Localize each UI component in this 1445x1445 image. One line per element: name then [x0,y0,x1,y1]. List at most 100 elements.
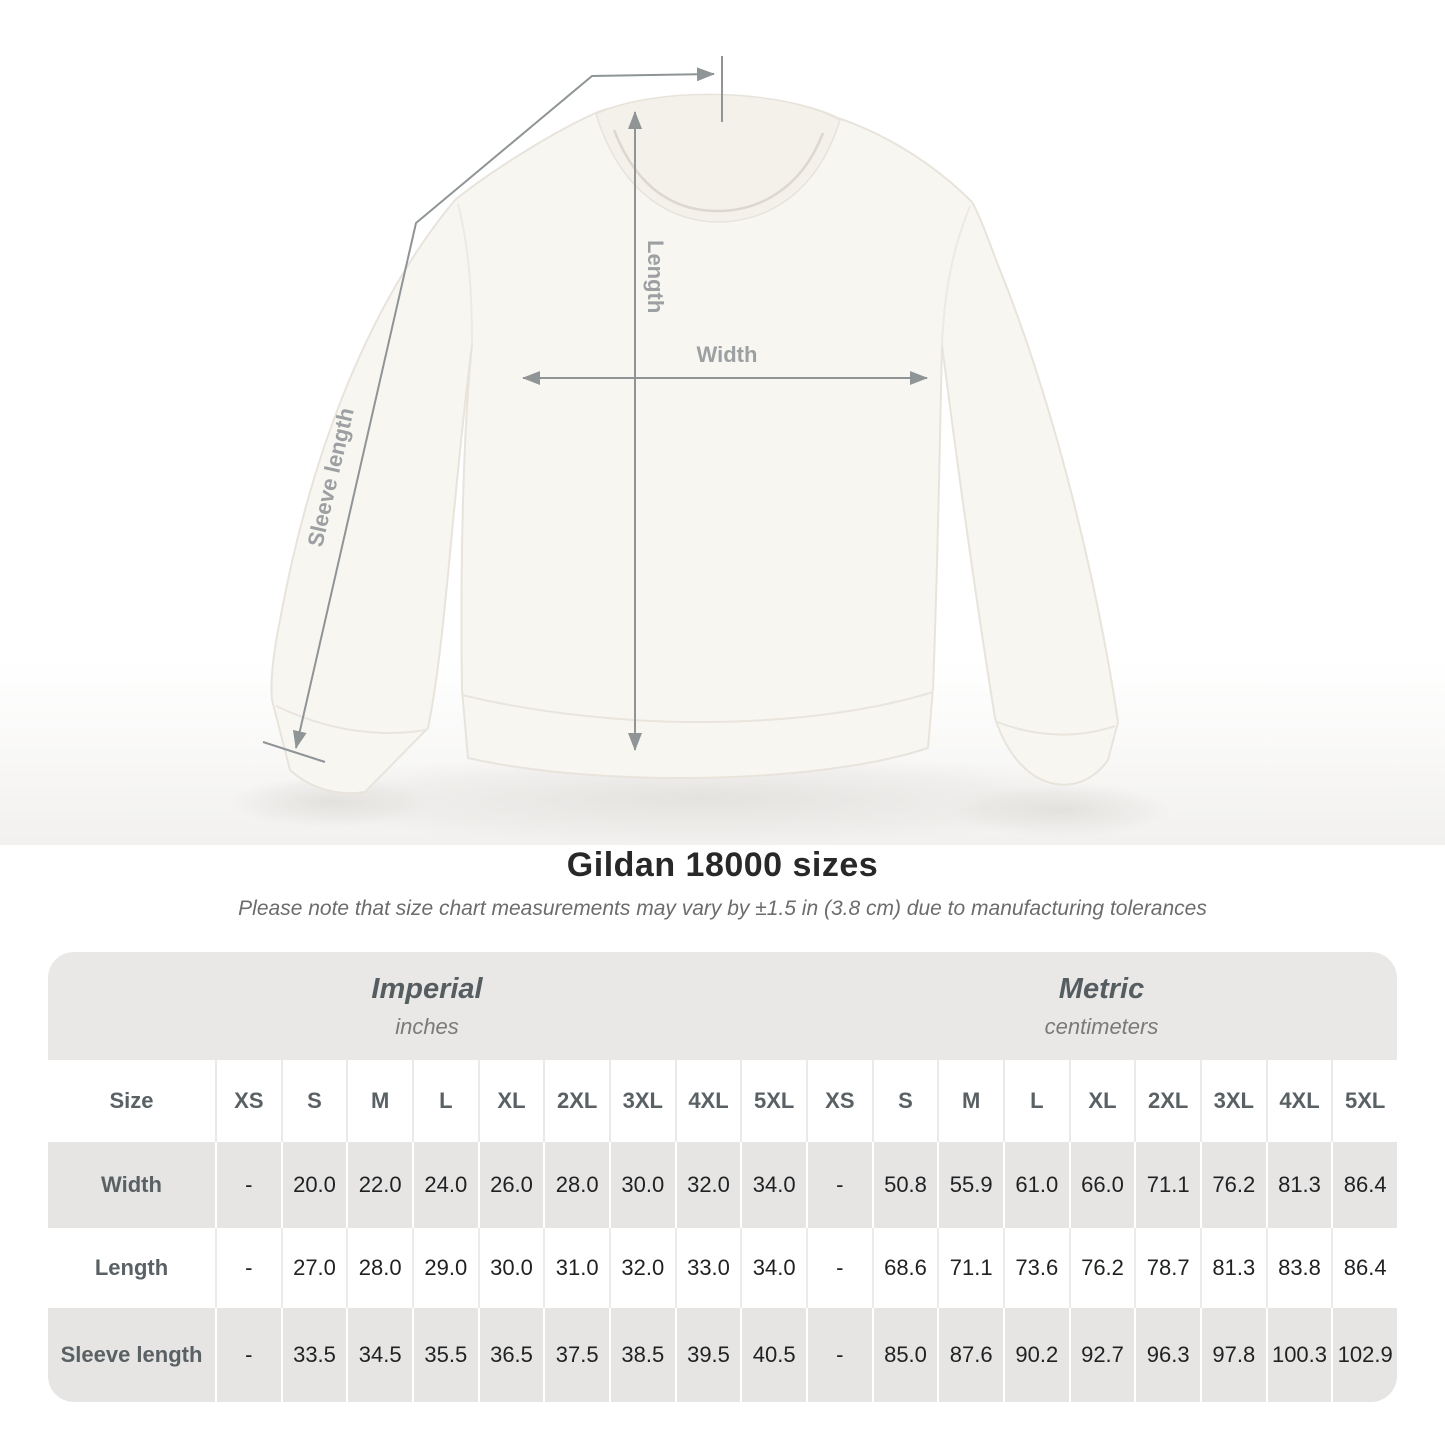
table-cell: 68.6 [871,1228,938,1308]
table-cell: - [215,1308,281,1402]
table-cell: 85.0 [871,1308,938,1402]
table-cell: 37.5 [543,1308,609,1402]
metric-label: Metric [1058,972,1145,1005]
tolerance-note: Please note that size chart measurements… [238,897,1207,920]
table-cell: 34.0 [740,1228,806,1308]
table-cell: - [215,1228,281,1308]
table-cell: 61.0 [1002,1142,1069,1228]
metric-group-header: Metric centimeters [806,952,1397,1060]
metric-unit: centimeters [1044,1013,1159,1039]
table-cell: 28.0 [543,1142,609,1228]
table-cell: 71.1 [1134,1142,1200,1228]
table-cell: 33.5 [280,1308,347,1402]
table-cell: 81.3 [1265,1142,1332,1228]
table-cell: 87.6 [937,1308,1003,1402]
table-cell: - [805,1142,872,1228]
col-header-metric-l: L [1002,1060,1069,1142]
col-header-metric-3xl: 3XL [1199,1060,1266,1142]
table-cell: 40.5 [740,1308,806,1402]
col-header-imperial-xl: XL [477,1060,544,1142]
imperial-unit: inches [395,1013,459,1039]
table-cell: 31.0 [543,1228,609,1308]
size-table-card: Imperial inches Metric centimeters Size … [48,952,1397,1402]
table-cell: 39.5 [674,1308,741,1402]
table-cell: 36.5 [477,1308,544,1402]
heading-block: Gildan 18000 sizes Please note that size… [0,846,1445,921]
table-cell: 71.1 [937,1228,1003,1308]
sleeve-length-line [292,67,715,749]
table-cell: 24.0 [411,1142,478,1228]
col-header-imperial-l: L [411,1060,478,1142]
table-cell: - [805,1228,872,1308]
table-cell: 29.0 [411,1228,478,1308]
col-header-imperial-4xl: 4XL [674,1060,741,1142]
col-header-imperial-m: M [346,1060,412,1142]
table-cell: 32.0 [674,1142,741,1228]
col-header-metric-5xl: 5XL [1331,1060,1397,1142]
unit-band: Imperial inches Metric centimeters [48,952,1397,1060]
table-cell: 92.7 [1068,1308,1135,1402]
table-cell: - [215,1142,281,1228]
cuff-tick [262,741,326,763]
imperial-label: Imperial [371,972,483,1005]
table-cell: 66.0 [1068,1142,1135,1228]
table-cell: 81.3 [1199,1228,1266,1308]
table-cell: 38.5 [608,1308,675,1402]
size-corner-label: Size [109,1088,154,1113]
table-cell: 86.4 [1331,1142,1397,1228]
table-cell: - [805,1308,872,1402]
product-diagram: Length Width Sleeve length [0,56,1445,845]
table-cell: 30.0 [608,1142,675,1228]
length-row: Length - 27.0 28.0 29.0 30.0 31.0 32.0 3… [48,1228,1397,1308]
table-cell: 86.4 [1331,1228,1397,1308]
table-cell: 27.0 [280,1228,347,1308]
table-cell: 97.8 [1199,1308,1266,1402]
col-header-metric-xl: XL [1068,1060,1135,1142]
width-row-label: Width [101,1172,162,1197]
col-header-imperial-5xl: 5XL [740,1060,806,1142]
sleeve-row-label: Sleeve length [60,1342,203,1367]
garment-shadow [260,752,1140,844]
table-cell: 30.0 [477,1228,544,1308]
table-cell: 33.0 [674,1228,741,1308]
table-cell: 35.5 [411,1308,478,1402]
width-row: Width - 20.0 22.0 24.0 26.0 28.0 30.0 32… [48,1142,1397,1228]
table-cell: 26.0 [477,1142,544,1228]
table-cell: 55.9 [937,1142,1003,1228]
table-cell: 76.2 [1068,1228,1135,1308]
table-cell: 96.3 [1134,1308,1200,1402]
width-label: Width [697,342,758,367]
table-cell: 73.6 [1002,1228,1069,1308]
table-cell: 50.8 [871,1142,938,1228]
table-cell: 76.2 [1199,1142,1266,1228]
table-cell: 90.2 [1002,1308,1069,1402]
right-cuff-seam [996,721,1116,736]
table-cell: 34.5 [346,1308,412,1402]
table-cell: 28.0 [346,1228,412,1308]
right-cuff-shadow [945,783,1175,837]
size-header-row: Size XS S M L XL 2XL 3XL 4XL 5XL XS S M … [48,1060,1397,1142]
table-cell: 20.0 [280,1142,347,1228]
col-header-metric-s: S [871,1060,938,1142]
table-cell: 78.7 [1134,1228,1200,1308]
col-header-imperial-xs: XS [215,1060,281,1142]
table-cell: 32.0 [608,1228,675,1308]
col-header-metric-2xl: 2XL [1134,1060,1200,1142]
right-armhole-seam [941,205,971,346]
page-title: Gildan 18000 sizes [566,846,879,884]
table-cell: 100.3 [1265,1308,1332,1402]
col-header-metric-m: M [937,1060,1003,1142]
imperial-group-header: Imperial inches [48,952,806,1060]
measurement-lines [262,56,928,763]
sweatshirt-image [270,93,1120,795]
sleeve-length-row: Sleeve length - 33.5 34.5 35.5 36.5 37.5… [48,1308,1397,1402]
col-header-imperial-3xl: 3XL [608,1060,675,1142]
table-cell: 102.9 [1331,1308,1397,1402]
length-label: Length [643,240,668,313]
table-cell: 22.0 [346,1142,412,1228]
col-header-metric-4xl: 4XL [1265,1060,1332,1142]
table-cell: 34.0 [740,1142,806,1228]
col-header-imperial-s: S [280,1060,347,1142]
table-cell: 83.8 [1265,1228,1332,1308]
